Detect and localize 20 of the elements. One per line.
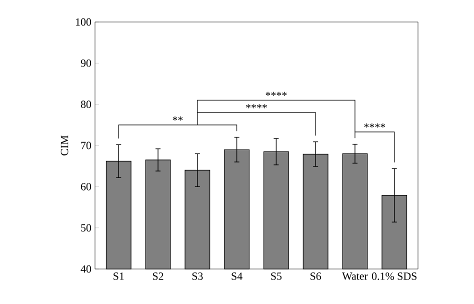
y-tick-label: 50 xyxy=(81,224,92,232)
x-tick-label: S5 xyxy=(271,272,282,280)
y-tick-label: 60 xyxy=(80,182,92,190)
y-axis-title: CIM xyxy=(60,135,68,156)
y-tick-label: 70 xyxy=(81,142,92,150)
y-tick-label: 80 xyxy=(80,100,92,108)
y-tick-label: 90 xyxy=(80,59,92,67)
x-tick-label: Water xyxy=(342,272,368,280)
annotation: **** xyxy=(266,92,287,96)
y-tick-label: 40 xyxy=(80,265,92,273)
annotation: **** xyxy=(364,124,386,128)
x-tick-label: S6 xyxy=(310,272,322,280)
annotation: ** xyxy=(172,116,183,121)
x-tick-label: S4 xyxy=(232,272,242,280)
x-tick-label: S1 xyxy=(114,272,124,280)
x-tick-label: S2 xyxy=(152,272,164,280)
x-tick-label: 0.1% SDS xyxy=(372,272,416,280)
x-tick-label: S3 xyxy=(192,272,203,280)
annotation: **** xyxy=(246,104,267,108)
y-tick-label: 100 xyxy=(76,18,92,26)
